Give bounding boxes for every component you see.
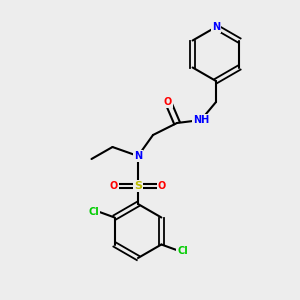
Text: N: N — [212, 22, 220, 32]
Text: S: S — [134, 181, 142, 191]
Text: O: O — [164, 97, 172, 107]
Text: Cl: Cl — [88, 206, 99, 217]
Text: O: O — [110, 181, 118, 191]
Text: O: O — [158, 181, 166, 191]
Text: NH: NH — [193, 115, 209, 125]
Text: Cl: Cl — [177, 245, 188, 256]
Text: N: N — [134, 151, 142, 161]
